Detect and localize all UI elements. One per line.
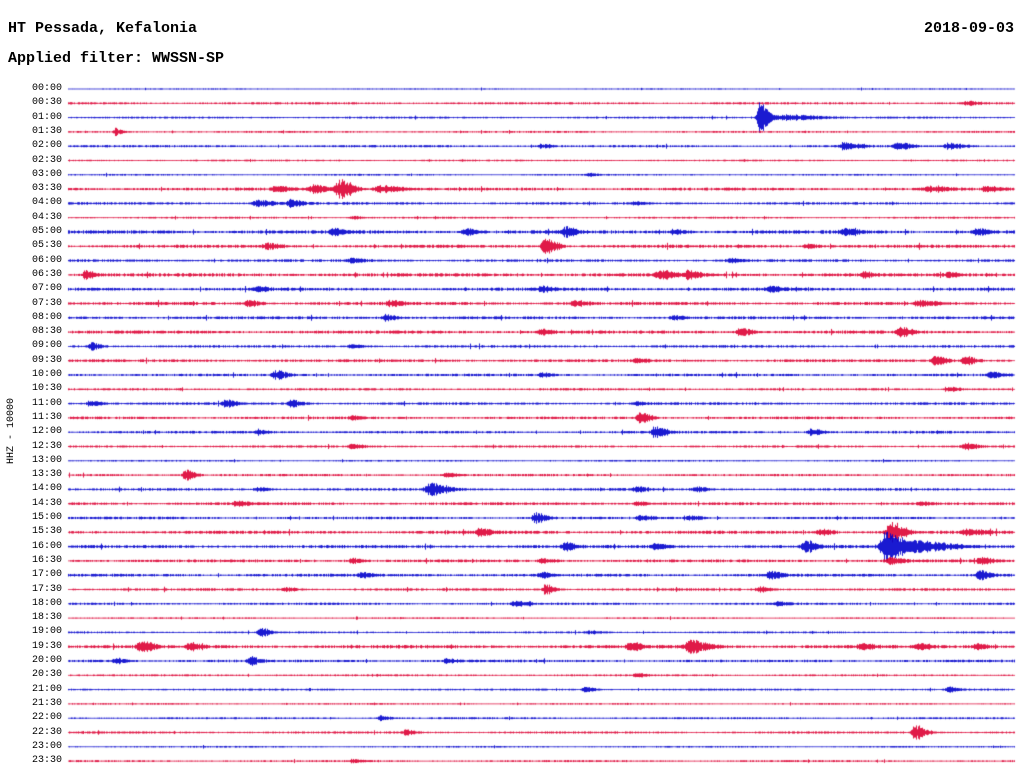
time-label: 07:00 bbox=[31, 283, 62, 295]
time-label: 15:30 bbox=[31, 526, 62, 538]
time-label: 04:00 bbox=[31, 197, 62, 209]
time-label: 20:00 bbox=[31, 655, 62, 666]
time-label: 06:30 bbox=[31, 268, 62, 280]
time-label: 21:00 bbox=[31, 683, 62, 695]
time-label: 06:00 bbox=[31, 254, 62, 266]
time-label: 22:30 bbox=[31, 726, 62, 738]
time-label: 01:30 bbox=[31, 125, 62, 137]
station-title: HT Pessada, Kefalonia bbox=[8, 20, 198, 37]
time-label: 09:00 bbox=[31, 340, 62, 352]
time-label: 08:30 bbox=[31, 326, 62, 338]
time-label: 13:00 bbox=[31, 454, 62, 466]
time-label: 16:00 bbox=[31, 540, 62, 552]
time-label: 08:00 bbox=[31, 311, 62, 323]
time-label: 19:30 bbox=[31, 640, 62, 652]
time-label: 14:30 bbox=[31, 497, 62, 509]
time-label: 00:00 bbox=[31, 83, 62, 94]
time-label: 20:30 bbox=[31, 669, 62, 681]
time-label: 18:30 bbox=[31, 612, 62, 624]
time-label: 03:00 bbox=[31, 168, 62, 180]
time-label: 02:30 bbox=[31, 154, 62, 166]
time-label: 16:30 bbox=[31, 554, 62, 566]
time-label: 05:30 bbox=[31, 240, 62, 252]
time-label: 12:00 bbox=[31, 426, 62, 438]
time-label: 03:30 bbox=[31, 183, 62, 195]
time-label: 11:00 bbox=[31, 397, 62, 409]
time-label: 14:00 bbox=[31, 483, 62, 495]
date-label: 2018-09-03 bbox=[923, 20, 1014, 37]
time-label: 12:30 bbox=[31, 440, 62, 452]
time-label: 01:00 bbox=[31, 111, 62, 123]
time-label: 17:30 bbox=[31, 583, 62, 595]
time-label: 23:00 bbox=[31, 740, 62, 752]
time-label: 04:30 bbox=[31, 211, 62, 223]
time-label: 10:30 bbox=[31, 383, 62, 395]
time-label: 11:30 bbox=[31, 411, 62, 423]
time-label: 17:00 bbox=[31, 569, 62, 581]
time-label: 00:30 bbox=[31, 97, 62, 109]
time-label: 09:30 bbox=[31, 354, 62, 366]
time-label: 02:00 bbox=[31, 140, 62, 152]
time-label: 23:30 bbox=[31, 755, 62, 767]
time-label: 10:00 bbox=[31, 369, 62, 380]
time-label: 19:00 bbox=[31, 626, 62, 638]
time-label: 18:00 bbox=[31, 597, 62, 609]
time-label: 05:00 bbox=[31, 226, 62, 237]
filter-label: Applied filter: WWSSN-SP bbox=[8, 50, 225, 67]
time-label: 15:00 bbox=[31, 512, 62, 523]
time-label: 13:30 bbox=[31, 469, 62, 481]
time-label: 21:30 bbox=[31, 697, 62, 709]
time-label: 22:00 bbox=[31, 712, 62, 724]
time-label: 07:30 bbox=[31, 297, 62, 309]
